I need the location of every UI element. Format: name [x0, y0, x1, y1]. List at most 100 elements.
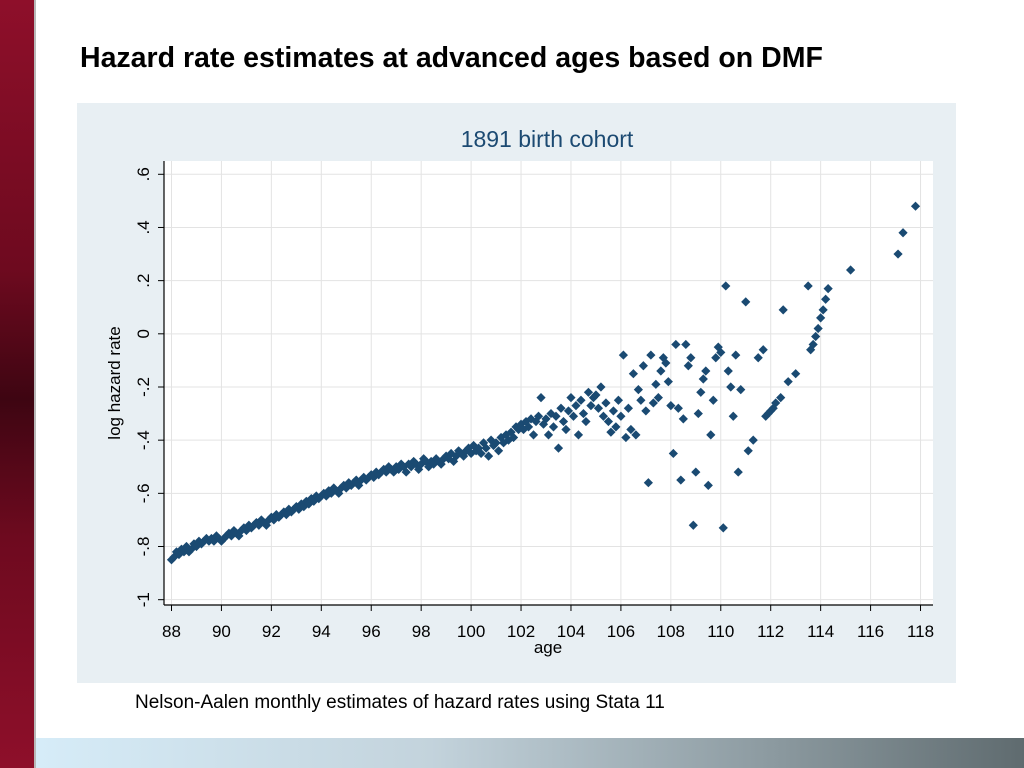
data-point [174, 549, 184, 560]
data-point [591, 390, 601, 400]
data-point [471, 446, 481, 456]
data-point [583, 387, 594, 397]
data-points [166, 201, 921, 565]
x-tick-label: 112 [757, 622, 784, 641]
y-tick-label: -1 [134, 592, 153, 607]
data-point [394, 464, 404, 475]
chart-panel: 1891 birth cohort 88 90 92 94 96 98 100 102 104 1… [77, 103, 956, 683]
data-point [661, 358, 671, 368]
data-point [588, 393, 599, 403]
data-point [538, 419, 549, 429]
data-point [436, 459, 446, 469]
data-point [616, 411, 626, 421]
data-point [628, 369, 638, 379]
data-point [721, 281, 731, 291]
data-point [296, 499, 306, 509]
data-point [558, 416, 569, 427]
data-point [551, 411, 561, 421]
data-point [606, 427, 616, 437]
data-point [611, 422, 621, 432]
data-point [776, 393, 786, 403]
data-point [274, 512, 284, 522]
data-point [381, 467, 391, 477]
data-point [593, 403, 604, 413]
data-point [568, 411, 579, 421]
data-point [703, 480, 713, 490]
data-point [523, 422, 534, 432]
data-point [493, 446, 504, 456]
data-point [666, 400, 676, 411]
data-point [803, 281, 813, 291]
data-point [718, 523, 728, 533]
x-tick-label: 92 [262, 622, 281, 641]
data-point [708, 395, 718, 405]
data-point [176, 544, 187, 554]
data-point [643, 478, 653, 488]
data-point [473, 443, 484, 453]
data-point [823, 284, 833, 294]
x-tick-label: 108 [657, 622, 685, 641]
data-point [214, 533, 224, 544]
data-point [361, 475, 371, 485]
chart-caption: Nelson-Aalen monthly estimates of hazard… [135, 692, 665, 713]
data-point [581, 416, 591, 427]
data-point [259, 517, 269, 528]
data-point [633, 385, 643, 395]
data-point [166, 555, 177, 565]
data-point [573, 430, 584, 440]
data-point [543, 430, 554, 440]
data-point [449, 456, 459, 467]
data-point [818, 305, 828, 315]
data-point [309, 496, 319, 506]
y-tick-label: -.4 [134, 430, 153, 450]
data-point [349, 478, 359, 488]
data-point [651, 379, 661, 389]
data-point [424, 462, 434, 472]
x-tick-label: 104 [557, 622, 585, 641]
data-point [766, 406, 776, 416]
y-tick-label: 0 [134, 329, 153, 338]
data-point [169, 552, 179, 562]
data-point [653, 393, 663, 403]
data-point [284, 504, 294, 514]
x-tick-label: 100 [457, 622, 485, 641]
data-point [898, 228, 908, 238]
data-point [461, 446, 471, 456]
data-point [219, 533, 229, 544]
data-point [468, 440, 479, 451]
data-point [464, 443, 474, 453]
y-axis-label: log hazard rate [105, 326, 124, 439]
data-point [748, 435, 758, 445]
x-tick-label: 102 [507, 622, 535, 641]
data-point [251, 517, 261, 528]
data-point [678, 414, 688, 424]
data-point [426, 456, 436, 467]
data-point [578, 408, 589, 419]
data-point [206, 533, 217, 544]
data-point [481, 443, 491, 453]
data-point [269, 515, 279, 525]
data-point [434, 456, 444, 467]
data-point [676, 475, 686, 485]
data-point [341, 483, 351, 493]
data-point [706, 430, 716, 440]
data-point [813, 323, 823, 334]
data-point [508, 432, 519, 443]
y-tick-label: -.2 [134, 377, 153, 397]
data-point [191, 541, 202, 552]
data-point [411, 459, 421, 469]
data-point [728, 411, 738, 421]
grid-lines [164, 161, 933, 605]
data-point [189, 539, 199, 549]
x-axis-label: age [534, 638, 562, 657]
data-point [199, 536, 209, 546]
data-point [184, 547, 194, 557]
y-tick-label: .2 [134, 274, 153, 288]
data-point [266, 512, 276, 522]
data-point [691, 467, 701, 477]
data-point [299, 502, 309, 512]
y-tick-label: -.8 [134, 537, 153, 557]
data-point [783, 377, 793, 387]
data-point [186, 544, 197, 554]
data-point [209, 536, 219, 546]
